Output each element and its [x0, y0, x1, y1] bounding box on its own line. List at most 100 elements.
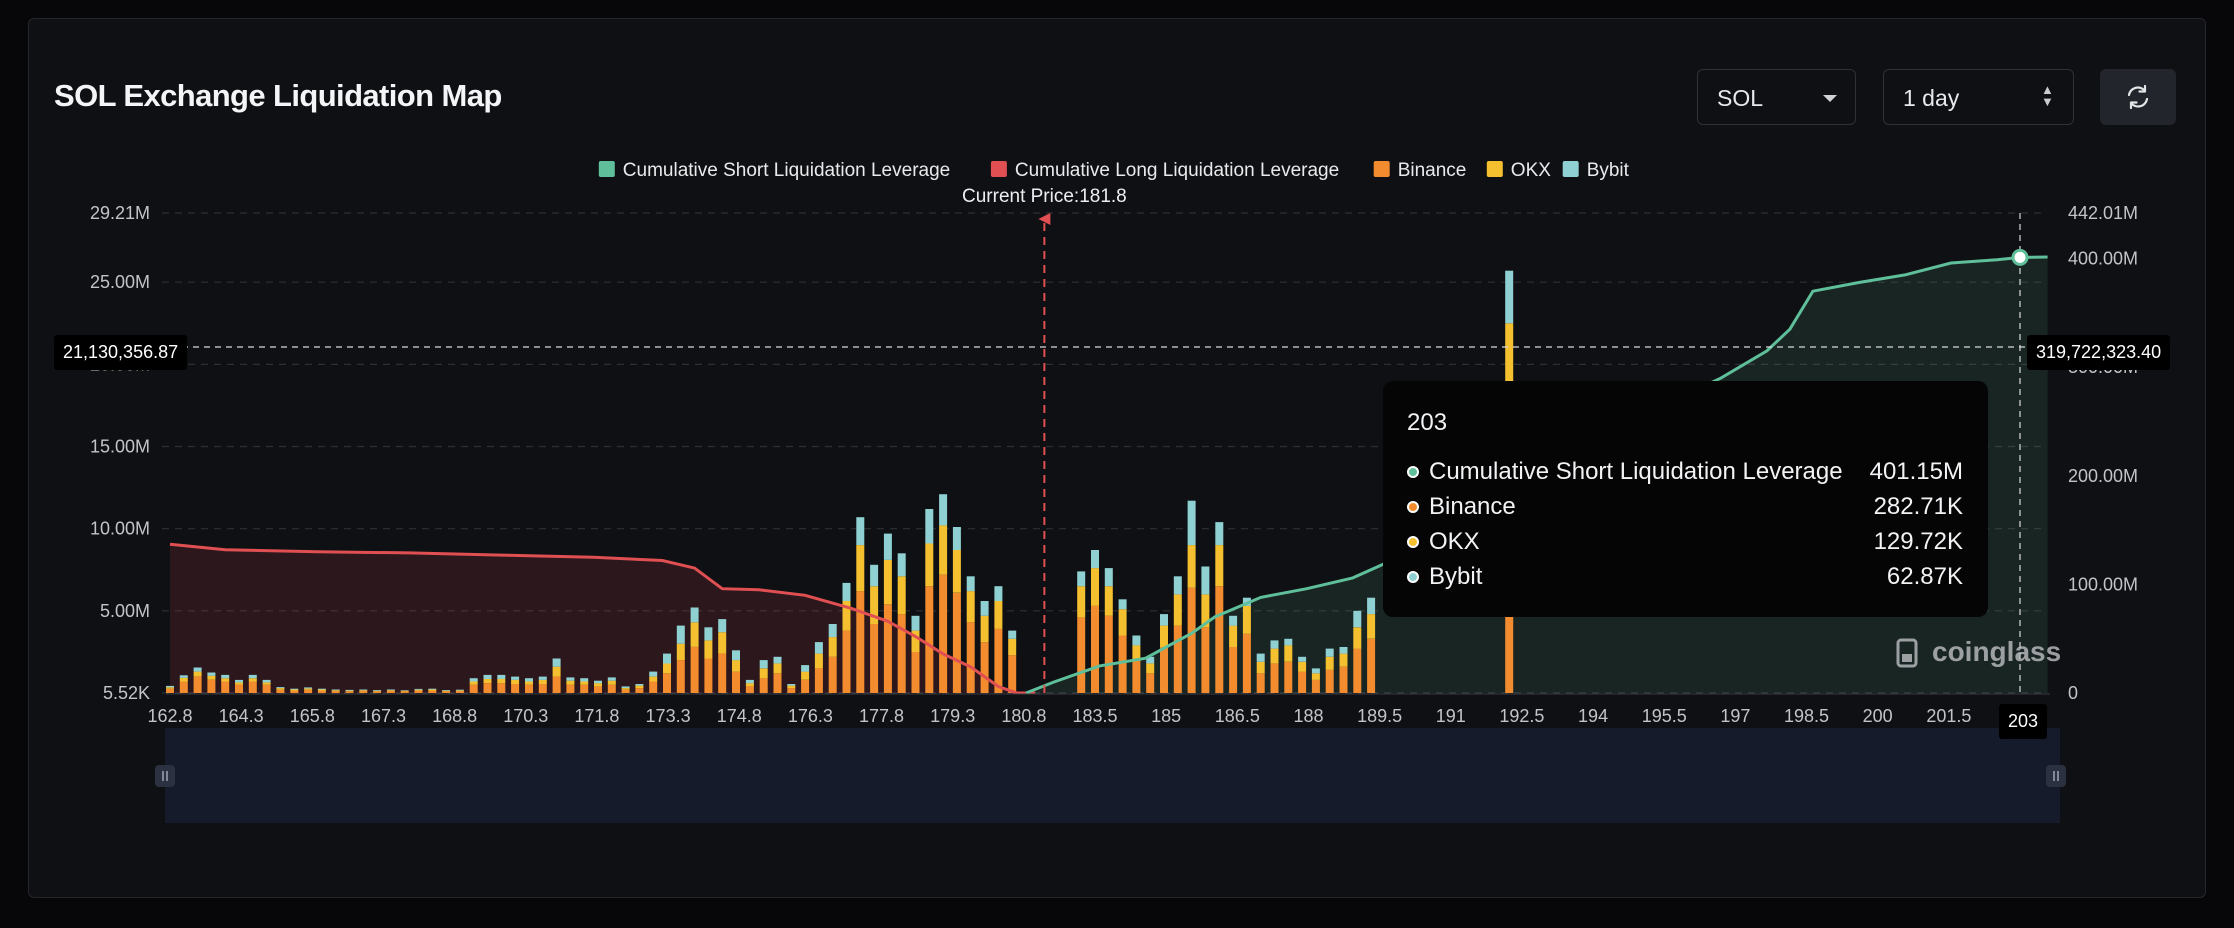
bar-binance	[732, 671, 740, 693]
bar-okx	[828, 637, 837, 657]
legend-item[interactable]: Binance	[1373, 160, 1467, 181]
legend-swatch	[598, 161, 615, 177]
bar-okx	[1104, 586, 1113, 616]
bar-bybit	[1118, 599, 1127, 610]
bar-binance	[400, 691, 409, 693]
bar-bybit	[1256, 653, 1265, 662]
bar-okx	[1160, 625, 1168, 647]
bar-bybit	[166, 685, 174, 688]
bar-okx	[1339, 653, 1348, 667]
bar-binance	[966, 622, 975, 693]
bar-bybit	[1215, 522, 1224, 546]
slider-handle-left[interactable]	[155, 765, 175, 787]
slider-handle-right[interactable]	[2046, 765, 2066, 787]
tooltip: 203 Cumulative Short Liquidation Leverag…	[1383, 381, 1988, 617]
crosshair-y-left-label: 21,130,356.87	[54, 335, 188, 370]
bar-binance	[386, 691, 395, 693]
bar-okx	[856, 545, 865, 592]
bar-binance	[414, 690, 423, 693]
bar-binance	[828, 656, 837, 693]
legend-label: OKX	[1511, 160, 1551, 181]
bar-bybit	[594, 680, 602, 684]
bar-okx	[1201, 594, 1210, 628]
legend-item[interactable]: Cumulative Long Liquidation Leverage	[990, 160, 1339, 181]
bar-okx	[580, 681, 589, 685]
tooltip-row-value: 129.72K	[1873, 528, 1963, 555]
bar-bybit	[304, 687, 313, 689]
bar-okx	[373, 690, 382, 692]
tooltip-row-short: Cumulative Short Liquidation Leverage 40…	[1407, 458, 1963, 490]
bar-okx	[759, 668, 768, 679]
bar-bybit	[952, 527, 961, 550]
bar-binance	[621, 689, 630, 693]
bar-bybit	[483, 674, 492, 679]
bar-okx	[497, 679, 506, 684]
bar-okx	[787, 685, 796, 689]
refresh-icon	[2127, 84, 2149, 110]
bar-okx	[676, 643, 685, 661]
legend-swatch	[1562, 161, 1579, 177]
bar-okx	[952, 550, 961, 593]
bar-binance	[1173, 625, 1182, 693]
bar-binance	[1215, 586, 1224, 693]
bar-bybit	[193, 667, 202, 672]
bar-bybit	[732, 650, 740, 661]
bar-okx	[773, 663, 782, 674]
bar-binance	[1325, 670, 1334, 693]
bar-bybit	[455, 689, 464, 691]
bar-okx	[842, 601, 851, 631]
bar-okx	[1091, 568, 1099, 606]
y-right-tick-label: 200.00M	[2068, 466, 2138, 486]
period-select[interactable]: 1 day ▲ ▼	[1883, 69, 2074, 125]
bar-binance	[248, 681, 257, 693]
bar-bybit	[704, 627, 713, 641]
legend-label: Binance	[1398, 160, 1467, 181]
series-dot-icon	[1407, 466, 1419, 478]
bar-okx	[870, 586, 879, 624]
bar-bybit	[856, 517, 865, 546]
bar-bybit	[290, 688, 299, 690]
bar-binance	[428, 690, 437, 693]
range-slider[interactable]	[155, 728, 2066, 823]
bar-okx	[1215, 545, 1224, 587]
bar-bybit	[1187, 500, 1196, 546]
bar-binance	[207, 679, 216, 693]
legend[interactable]: Cumulative Short Liquidation Leverage Cum…	[598, 160, 1630, 181]
tooltip-row-binance: Binance 282.71K	[1407, 493, 1963, 525]
bar-binance	[718, 653, 727, 693]
bar-binance	[1132, 660, 1141, 693]
x-tick-label: 167.3	[361, 706, 406, 726]
legend-item[interactable]: Bybit	[1562, 160, 1630, 181]
coin-select[interactable]: SOL	[1697, 69, 1856, 125]
x-tick-label: 177.8	[859, 706, 904, 726]
bar-okx	[1256, 661, 1265, 674]
bar-binance	[704, 658, 713, 693]
y-left-tick-label: 29.21M	[90, 203, 150, 223]
bar-bybit	[1091, 550, 1099, 569]
bar-binance	[1339, 666, 1348, 693]
bar-okx	[1173, 594, 1182, 626]
y-left-tick-label: 5.52K	[103, 683, 150, 703]
refresh-button[interactable]	[2100, 69, 2176, 125]
bar-binance	[594, 686, 602, 693]
bar-bybit	[442, 690, 451, 691]
bar-bybit	[1325, 648, 1334, 657]
legend-label: Cumulative Long Liquidation Leverage	[1015, 160, 1339, 181]
legend-item[interactable]: OKX	[1486, 160, 1551, 181]
coinglass-logo-icon	[1896, 638, 1918, 668]
bar-okx	[207, 675, 216, 680]
bar-bybit	[179, 675, 188, 678]
bar-binance	[525, 684, 533, 693]
x-tick-label: 171.8	[574, 706, 619, 726]
bar-bybit	[400, 690, 409, 691]
bar-okx	[994, 601, 1003, 629]
series-dot-icon	[1407, 536, 1419, 548]
bar-bybit	[980, 601, 989, 616]
bar-okx	[538, 679, 547, 684]
bar-bybit	[1367, 597, 1376, 615]
bar-okx	[483, 679, 492, 684]
bar-binance	[883, 604, 892, 693]
bar-binance	[262, 684, 271, 693]
legend-item[interactable]: Cumulative Short Liquidation Leverage	[598, 160, 950, 181]
bar-binance	[870, 624, 879, 693]
